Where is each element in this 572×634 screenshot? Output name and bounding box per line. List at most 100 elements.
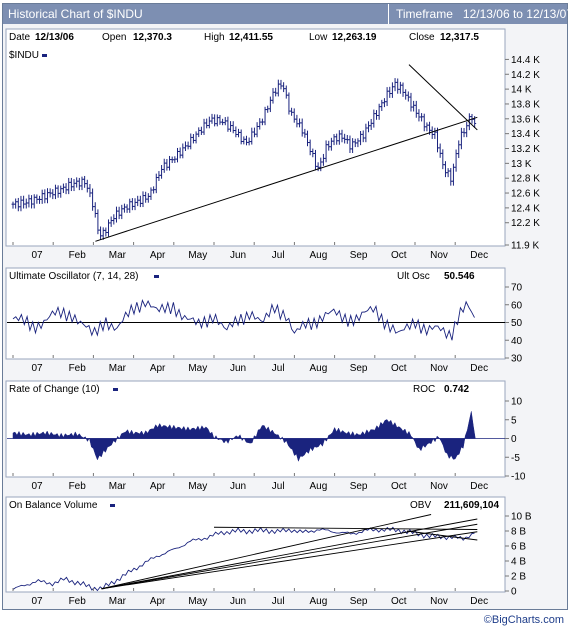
price-x-axis: 07 Feb Mar Apr May Jun Jul Aug Sep Oct Nov Dec [12, 242, 488, 261]
roc-y-tick-label: -10 [511, 472, 526, 483]
price-y-tick-label: 11.9 K [511, 241, 539, 252]
roc-y-tick-label: 0 [511, 434, 517, 445]
price-plot [11, 64, 478, 242]
bigcharts-brand[interactable]: ©BigCharts.com [483, 614, 564, 626]
uo-value-label: Ult Osc [397, 271, 430, 282]
roc-x-tick-label: Jun [230, 481, 246, 492]
roc-y-axis: 10 5 0 -5 -10 [505, 397, 526, 483]
quote-low: 12,263.19 [332, 32, 377, 43]
obv-x-tick-label: Feb [69, 596, 87, 607]
uo-x-tick-label: Jul [272, 363, 285, 374]
roc-legend-swatch [113, 388, 118, 391]
price-panel [5, 28, 506, 247]
obv-x-tick-label: May [188, 596, 207, 607]
uo-y-tick-label: 60 [511, 300, 523, 311]
price-y-tick-label: 13.8 K [511, 99, 540, 110]
roc-x-tick-label: Oct [391, 481, 407, 492]
uo-x-axis: 07 Feb Mar Apr May Jun Jul Aug Sep Oct Nov Dec [12, 355, 488, 374]
title-bar: Historical Chart of $INDU Timeframe 12/1… [3, 4, 572, 24]
uo-y-tick-label: 70 [511, 283, 523, 294]
quote-low-label: Low [309, 32, 328, 43]
roc-y-tick-label: 5 [511, 415, 517, 426]
obv-x-tick-label: Apr [150, 596, 166, 607]
quote-high: 12,411.55 [229, 32, 273, 43]
price-x-tick-label: Feb [69, 250, 87, 261]
roc-plot [7, 411, 505, 462]
roc-x-tick-label: Aug [310, 481, 328, 492]
obv-y-tick-label: 6 B [511, 542, 526, 553]
uo-value: 50.546 [444, 271, 475, 282]
obv-x-tick-label: Sep [350, 596, 368, 607]
roc-x-tick-label: Mar [109, 481, 127, 492]
quote-high-label: High [204, 32, 225, 43]
uo-x-tick-label: 07 [31, 363, 43, 374]
obv-y-tick-label: 10 B [511, 512, 532, 523]
quote-open-label: Open [102, 32, 126, 43]
uo-x-tick-label: Aug [310, 363, 328, 374]
obv-title: On Balance Volume [9, 500, 98, 511]
obv-y-tick-label: 0 [511, 587, 517, 598]
chart-title: Historical Chart of $INDU [8, 7, 143, 21]
obv-trendline [213, 526, 478, 530]
uo-x-tick-label: May [188, 363, 207, 374]
obv-value: 211,609,104 [444, 500, 499, 511]
price-y-tick-label: 12.6 K [511, 189, 540, 200]
uo-legend-swatch [154, 275, 159, 278]
obv-x-tick-label: Dec [470, 596, 488, 607]
uo-line [12, 299, 475, 341]
roc-value: 0.742 [444, 384, 469, 395]
obv-trendline [406, 530, 478, 541]
quote-close: 12,317.5 [440, 32, 479, 43]
obv-value-label: OBV [410, 500, 431, 511]
uo-y-tick-label: 50 [511, 318, 523, 329]
price-y-tick-label: 13.4 K [511, 129, 540, 140]
obv-x-tick-label: Jun [230, 596, 246, 607]
price-y-tick-label: 13 K [511, 159, 532, 170]
uo-x-tick-label: Jun [230, 363, 246, 374]
price-x-tick-label: 07 [31, 250, 43, 261]
obv-y-tick-label: 2 B [511, 572, 526, 583]
roc-value-label: ROC [413, 384, 435, 395]
price-y-tick-label: 12.2 K [511, 218, 540, 229]
price-x-tick-label: Sep [350, 250, 368, 261]
price-legend-swatch [42, 54, 47, 57]
uo-x-tick-label: Nov [430, 363, 448, 374]
roc-panel [5, 380, 506, 478]
price-x-tick-label: Apr [150, 250, 166, 261]
timeframe-box[interactable]: Timeframe 12/13/06 to 12/13/07 [388, 4, 572, 24]
price-x-tick-label: Oct [391, 250, 407, 261]
price-trendline [408, 64, 478, 131]
obv-plot [12, 514, 478, 592]
uo-plot [7, 299, 505, 341]
timeframe-text[interactable]: Timeframe 12/13/06 to 12/13/07 [396, 7, 572, 21]
price-legend-label: $INDU [9, 50, 39, 61]
roc-y-tick-label: 10 [511, 397, 523, 408]
price-y-axis: 14.4 K 14.2 K 14 K 13.8 K 13.6 K 13.4 K 13.2 K… [505, 55, 540, 252]
obv-trendline [101, 518, 478, 590]
price-x-tick-label: Jun [230, 250, 246, 261]
roc-title: Rate of Change (10) [9, 384, 100, 395]
price-x-tick-label: Aug [310, 250, 328, 261]
chart-area: Date 12/13/06 Open 12,370.3 High 12,411.… [5, 28, 540, 607]
price-y-tick-label: 14.4 K [511, 55, 540, 66]
obv-line [12, 526, 475, 592]
uo-x-tick-label: Oct [391, 363, 407, 374]
roc-x-tick-label: May [188, 481, 207, 492]
roc-x-tick-label: Apr [150, 481, 166, 492]
price-y-tick-label: 13.6 K [511, 114, 540, 125]
roc-y-tick-label: -5 [511, 453, 520, 464]
price-y-tick-label: 14 K [511, 85, 532, 96]
obv-x-tick-label: Mar [109, 596, 127, 607]
uo-y-axis: 70 60 50 40 30 [505, 283, 523, 365]
obv-x-tick-label: Aug [310, 596, 328, 607]
obv-y-tick-label: 8 B [511, 527, 526, 538]
roc-x-axis: 07 Feb Mar Apr May Jun Jul Aug Sep Oct Nov Dec [12, 473, 488, 492]
price-x-tick-label: Jul [272, 250, 285, 261]
roc-x-tick-label: Jul [272, 481, 285, 492]
price-trendline [95, 116, 478, 242]
obv-trendline [101, 523, 478, 590]
price-x-tick-label: Mar [109, 250, 127, 261]
price-x-tick-label: Dec [470, 250, 488, 261]
price-x-tick-label: May [188, 250, 207, 261]
roc-x-tick-label: Nov [430, 481, 448, 492]
